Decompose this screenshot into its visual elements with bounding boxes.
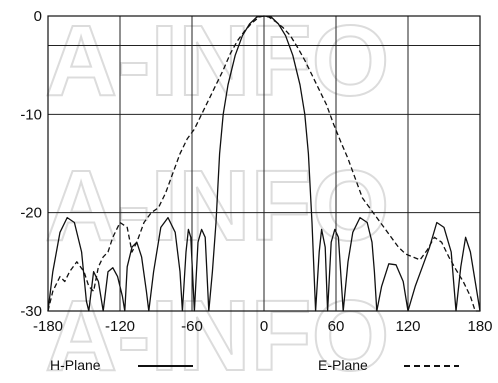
watermark-text: A-INFO [45, 5, 389, 117]
y-tick-label: -30 [20, 303, 42, 320]
watermark-text: A-INFO [45, 280, 389, 383]
y-tick-label: 0 [34, 8, 42, 25]
y-tick-label: -10 [20, 106, 42, 123]
series-layer [47, 15, 481, 312]
axis-frame [47, 15, 481, 312]
x-tick-label: 0 [260, 318, 268, 335]
plot-frame [47, 15, 481, 312]
y-tick-label: -20 [20, 205, 42, 222]
legend: H-Plane E-Plane [50, 357, 459, 373]
tick-labels: -180 -120 -60 0 60 120 180 0 -10 -20 -30 [20, 8, 492, 335]
x-tick-label: -120 [105, 318, 135, 335]
x-tick-label: -60 [181, 318, 203, 335]
series-line-e-plane [47, 15, 480, 312]
x-tick-label: 60 [328, 318, 345, 335]
x-tick-label: 120 [395, 318, 420, 335]
x-tick-label: 180 [467, 318, 492, 335]
legend-label: E-Plane [318, 357, 368, 373]
series-line-h-plane [47, 15, 481, 312]
x-tick-label: -180 [33, 318, 63, 335]
legend-label: H-Plane [50, 357, 101, 373]
